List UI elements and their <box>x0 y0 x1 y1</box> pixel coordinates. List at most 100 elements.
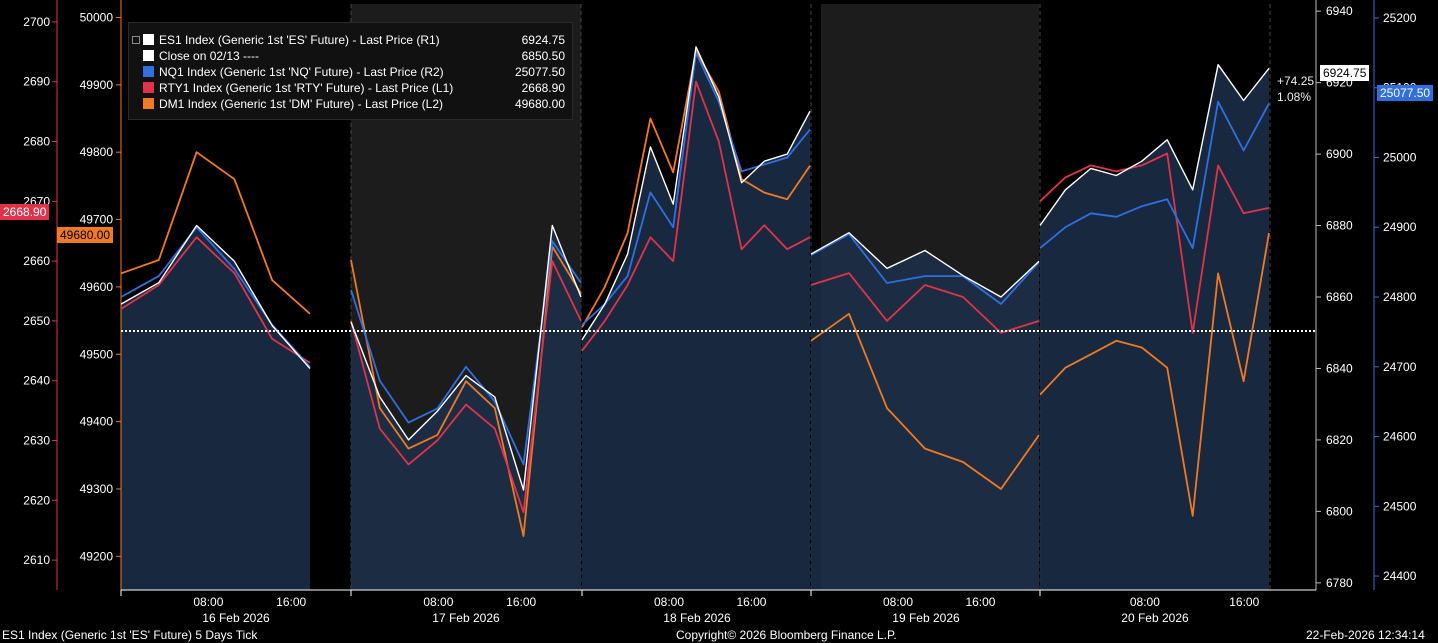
legend-label-rty: RTY1 Index (Generic 1st 'RTY' Future) - … <box>159 81 454 95</box>
x-day-label: 16 Feb 2026 <box>202 611 270 625</box>
rty-last-price-tag: 2668.90 <box>0 204 50 220</box>
es-area-fill <box>121 46 1269 591</box>
legend-value-close: 6850.50 <box>521 49 565 63</box>
x-time-label: 16:00 <box>965 595 995 609</box>
tick-label-r1: 6940 <box>1326 4 1353 18</box>
es-area-segment <box>582 46 810 590</box>
tick-label-l1: 2610 <box>23 553 50 567</box>
legend-row-close[interactable]: Close on 02/13 ---- 6850.50 <box>143 48 565 64</box>
series-line-es <box>581 46 811 341</box>
series-line-dm <box>120 151 311 315</box>
tick-label-r1: 6880 <box>1326 219 1353 233</box>
x-time-label: 16:00 <box>276 595 306 609</box>
series-line-es <box>1039 64 1270 226</box>
legend-row-nq[interactable]: NQ1 Index (Generic 1st 'NQ' Future) - La… <box>143 64 565 80</box>
tick-label-l2: 49400 <box>80 415 114 429</box>
chart-legend[interactable]: ES1 Index (Generic 1st 'ES' Future) - La… <box>128 22 573 120</box>
tick-label-l1: 2680 <box>23 135 50 149</box>
legend-swatch-nq <box>143 66 154 77</box>
series-line-rty <box>350 260 582 514</box>
es-area-segment <box>121 225 310 590</box>
tick-label-r1: 6840 <box>1326 361 1353 375</box>
series-line-dm <box>1039 232 1270 517</box>
tick-label-l1: 2630 <box>23 434 50 448</box>
tick-label-l2: 49500 <box>80 347 114 361</box>
legend-swatch-rty <box>143 82 154 93</box>
legend-label-close: Close on 02/13 ---- <box>159 49 260 63</box>
tick-label-l2: 49800 <box>80 145 114 159</box>
x-day-label: 20 Feb 2026 <box>1121 611 1189 625</box>
tick-label-r2: 24900 <box>1383 220 1417 234</box>
es-area-segment <box>811 232 1039 590</box>
series-line-rty <box>1039 152 1270 334</box>
tick-label-l1: 2700 <box>23 15 50 29</box>
tick-label-r1: 6800 <box>1326 504 1353 518</box>
series-line-es <box>120 224 311 369</box>
tick-label-l1: 2620 <box>23 493 50 507</box>
x-day-label: 18 Feb 2026 <box>663 611 731 625</box>
nq-last-price-tag: 25077.50 <box>1377 85 1434 101</box>
series-line-nq <box>581 51 811 326</box>
tick-label-l1: 2660 <box>23 254 50 268</box>
tick-label-l2: 49300 <box>80 482 114 496</box>
footer-copyright: Copyright© 2026 Bloomberg Finance L.P. <box>676 628 897 642</box>
axes: 2610262026302640265026602670268026902700… <box>23 0 1417 625</box>
x-time-label: 16:00 <box>1229 595 1259 609</box>
legend-value-es: 6924.75 <box>521 33 565 47</box>
legend-swatch-es <box>143 34 154 45</box>
tick-label-l1: 2640 <box>23 374 50 388</box>
tick-label-r1: 6900 <box>1326 147 1353 161</box>
legend-collapse-icon[interactable] <box>132 36 140 44</box>
legend-label-es: ES1 Index (Generic 1st 'ES' Future) - La… <box>159 33 440 47</box>
es-change-abs: +74.25 <box>1277 74 1315 88</box>
tick-label-r2: 24800 <box>1383 290 1417 304</box>
series-line-rty <box>120 236 311 364</box>
dm-last-price-tag: 49680.00 <box>57 227 114 243</box>
footer-timestamp: 22-Feb-2026 12:34:14 <box>1306 628 1425 642</box>
es-change-pct: 1.08% <box>1277 90 1312 104</box>
tick-label-r1: 6780 <box>1326 576 1353 590</box>
tick-label-r1: 6820 <box>1326 433 1353 447</box>
x-time-label: 16:00 <box>736 595 766 609</box>
legend-label-dm: DM1 Index (Generic 1st 'DM' Future) - La… <box>159 97 443 111</box>
tick-label-r2: 25200 <box>1383 11 1417 25</box>
x-time-label: 08:00 <box>1130 595 1160 609</box>
legend-value-rty: 2668.90 <box>521 81 565 95</box>
legend-swatch-close <box>143 50 154 61</box>
legend-swatch-dm <box>143 98 154 109</box>
tick-label-l1: 2650 <box>23 314 50 328</box>
legend-row-rty[interactable]: RTY1 Index (Generic 1st 'RTY' Future) - … <box>143 80 565 96</box>
series-line-rty <box>810 272 1040 334</box>
x-time-label: 08:00 <box>883 595 913 609</box>
tick-label-l2: 50000 <box>80 10 114 24</box>
legend-value-nq: 25077.50 <box>514 65 565 79</box>
x-time-label: 16:00 <box>506 595 536 609</box>
tick-label-l2: 49600 <box>80 280 114 294</box>
es-last-price-tag: 6924.75 <box>1320 65 1370 81</box>
x-day-label: 17 Feb 2026 <box>432 611 500 625</box>
series-line-nq <box>810 233 1040 305</box>
tick-label-l2: 49900 <box>80 78 114 92</box>
footer-security-title: ES1 Index (Generic 1st 'ES' Future) 5 Da… <box>2 628 258 642</box>
legend-row-dm[interactable]: DM1 Index (Generic 1st 'DM' Future) - La… <box>143 96 565 112</box>
series-line-es <box>810 232 1040 298</box>
tick-label-l2: 49700 <box>80 213 114 227</box>
series-lines <box>120 46 1270 537</box>
tick-label-r2: 25000 <box>1383 150 1417 164</box>
x-day-label: 19 Feb 2026 <box>892 611 960 625</box>
es-area-segment <box>351 225 581 590</box>
x-time-label: 08:00 <box>654 595 684 609</box>
series-line-rty <box>581 80 811 352</box>
legend-value-dm: 49680.00 <box>514 97 565 111</box>
x-time-label: 08:00 <box>423 595 453 609</box>
tick-label-r2: 24400 <box>1383 569 1417 583</box>
tick-label-r2: 24500 <box>1383 499 1417 513</box>
x-time-label: 08:00 <box>193 595 223 609</box>
tick-label-r2: 24700 <box>1383 360 1417 374</box>
legend-label-nq: NQ1 Index (Generic 1st 'NQ' Future) - La… <box>159 65 444 79</box>
tick-label-r2: 24600 <box>1383 430 1417 444</box>
legend-row-es[interactable]: ES1 Index (Generic 1st 'ES' Future) - La… <box>143 32 565 48</box>
tick-label-l2: 49200 <box>80 549 114 563</box>
series-line-nq <box>1039 100 1270 250</box>
